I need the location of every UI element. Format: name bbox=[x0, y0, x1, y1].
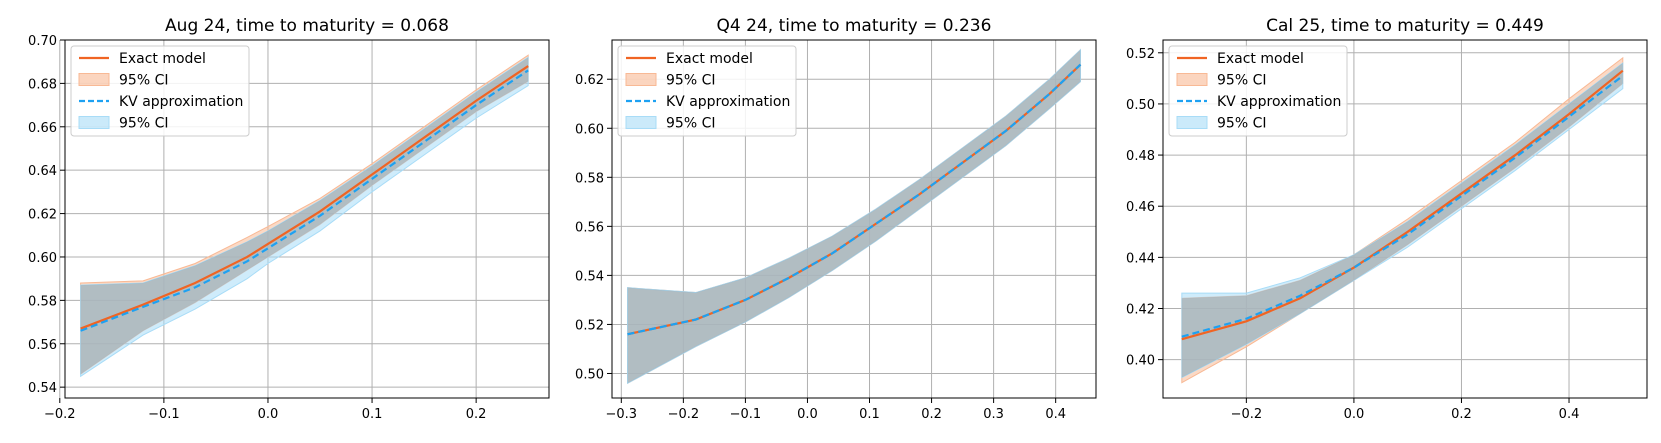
y-tick-label: 0.46 bbox=[1126, 200, 1155, 215]
y-tick-label: 0.66 bbox=[28, 121, 57, 136]
legend-box bbox=[1168, 45, 1348, 137]
series-line-exact-model bbox=[80, 65, 529, 330]
x-tick-label: 0.0 bbox=[258, 407, 279, 422]
y-tick-label: 0.62 bbox=[28, 208, 57, 223]
y-tick-label: 0.40 bbox=[1126, 354, 1155, 369]
legend: Exact model 95% CI KV approximation 95% CI bbox=[1168, 45, 1348, 137]
x-tick-label: −0.3 bbox=[606, 407, 638, 422]
legend-kv-approximation-label: KV approximation bbox=[119, 94, 243, 110]
y-tick-label: 0.42 bbox=[1126, 303, 1155, 318]
legend: Exact model 95% CI KV approximation 95% CI bbox=[70, 45, 250, 137]
chart-2: −0.3 −0.2 −0.1 0.0 0.1 0.2 0.3 0.4 0.50 0.52 0.54 0… bbox=[575, 16, 1097, 422]
legend-ci-exact-swatch bbox=[78, 73, 110, 86]
y-tick-label: 0.48 bbox=[1126, 149, 1155, 164]
chart-title: Aug 24, time to maturity = 0.068 bbox=[165, 16, 449, 36]
series-line-kv-approximation bbox=[80, 69, 529, 332]
legend-ci-exact-label: 95% CI bbox=[119, 73, 168, 89]
x-tick-label: 0.1 bbox=[859, 407, 880, 422]
legend-ci-kv-label: 95% CI bbox=[666, 116, 715, 132]
axes-frame bbox=[611, 39, 1097, 399]
legend-exact-model-label: Exact model bbox=[1217, 51, 1304, 67]
legend-ci-kv-swatch bbox=[1176, 116, 1208, 129]
legend-ci-exact-label: 95% CI bbox=[666, 73, 715, 89]
axes-frame bbox=[64, 39, 550, 399]
x-tick-label: −0.2 bbox=[44, 407, 76, 422]
chart-title: Cal 25, time to maturity = 0.449 bbox=[1266, 16, 1544, 36]
chart-1: −0.2 −0.1 0.0 0.1 0.2 0.54 0.56 0.58 0.60 0.62 0.6… bbox=[28, 16, 550, 422]
series-line-kv-approximation bbox=[627, 63, 1082, 336]
x-tick-label: 0.4 bbox=[1045, 407, 1066, 422]
y-tick-label: 0.52 bbox=[575, 318, 604, 333]
y-tick-label: 0.60 bbox=[575, 122, 604, 137]
legend: Exact model 95% CI KV approximation 95% CI bbox=[617, 45, 797, 137]
legend-ci-exact-label: 95% CI bbox=[1217, 73, 1266, 89]
legend-kv-approximation-label: KV approximation bbox=[666, 94, 790, 110]
legend-kv-approximation-label: KV approximation bbox=[1217, 94, 1341, 110]
y-tick-label: 0.58 bbox=[28, 294, 57, 309]
x-tick-label: 0.0 bbox=[1344, 407, 1365, 422]
y-tick-label: 0.44 bbox=[1126, 251, 1155, 266]
legend-exact-model-label: Exact model bbox=[119, 51, 206, 67]
legend-exact-model-label: Exact model bbox=[666, 51, 753, 67]
legend-box bbox=[70, 45, 250, 137]
legend-box bbox=[617, 45, 797, 137]
legend-ci-kv-swatch bbox=[78, 116, 110, 129]
y-tick-label: 0.68 bbox=[28, 77, 57, 92]
y-tick-label: 0.60 bbox=[28, 251, 57, 266]
y-tick-label: 0.56 bbox=[575, 220, 604, 235]
y-tick-label: 0.54 bbox=[28, 381, 57, 396]
y-tick-label: 0.64 bbox=[28, 164, 57, 179]
legend-ci-exact-swatch bbox=[1176, 73, 1208, 86]
legend-ci-kv-label: 95% CI bbox=[1217, 116, 1266, 132]
x-tick-label: 0.1 bbox=[362, 407, 383, 422]
legend-ci-exact-swatch bbox=[625, 73, 657, 86]
plot-area bbox=[80, 54, 529, 378]
x-tick-label: −0.2 bbox=[1231, 407, 1263, 422]
chart-title: Q4 24, time to maturity = 0.236 bbox=[717, 16, 992, 36]
x-tick-label: −0.2 bbox=[668, 407, 700, 422]
y-tick-label: 0.54 bbox=[575, 269, 604, 284]
legend-ci-kv-label: 95% CI bbox=[119, 116, 168, 132]
legend-ci-kv-swatch bbox=[625, 116, 657, 129]
y-tick-label: 0.70 bbox=[28, 34, 57, 49]
chart-3: −0.2 0.0 0.2 0.4 0.40 0.42 0.44 0.46 0.48 0.50 0.5… bbox=[1126, 16, 1648, 422]
ci-band-overlap bbox=[80, 57, 529, 375]
axes-frame bbox=[1162, 39, 1648, 399]
x-tick-label: −0.1 bbox=[730, 407, 762, 422]
x-tick-label: 0.3 bbox=[983, 407, 1004, 422]
x-tick-label: 0.2 bbox=[466, 407, 487, 422]
y-tick-label: 0.50 bbox=[575, 367, 604, 382]
y-tick-label: 0.52 bbox=[1126, 47, 1155, 62]
plot-area bbox=[627, 48, 1082, 385]
x-tick-label: 0.2 bbox=[921, 407, 942, 422]
y-tick-label: 0.58 bbox=[575, 171, 604, 186]
x-tick-label: 0.4 bbox=[1559, 407, 1580, 422]
ci-band-overlap bbox=[627, 49, 1081, 384]
y-tick-label: 0.56 bbox=[28, 338, 57, 353]
x-tick-label: −0.1 bbox=[148, 407, 180, 422]
x-tick-label: 0.2 bbox=[1451, 407, 1472, 422]
series-line-exact-model bbox=[1181, 69, 1624, 341]
y-tick-label: 0.50 bbox=[1126, 98, 1155, 113]
x-tick-label: 0.0 bbox=[797, 407, 818, 422]
plot-area bbox=[1181, 56, 1624, 384]
y-tick-label: 0.62 bbox=[575, 73, 604, 88]
